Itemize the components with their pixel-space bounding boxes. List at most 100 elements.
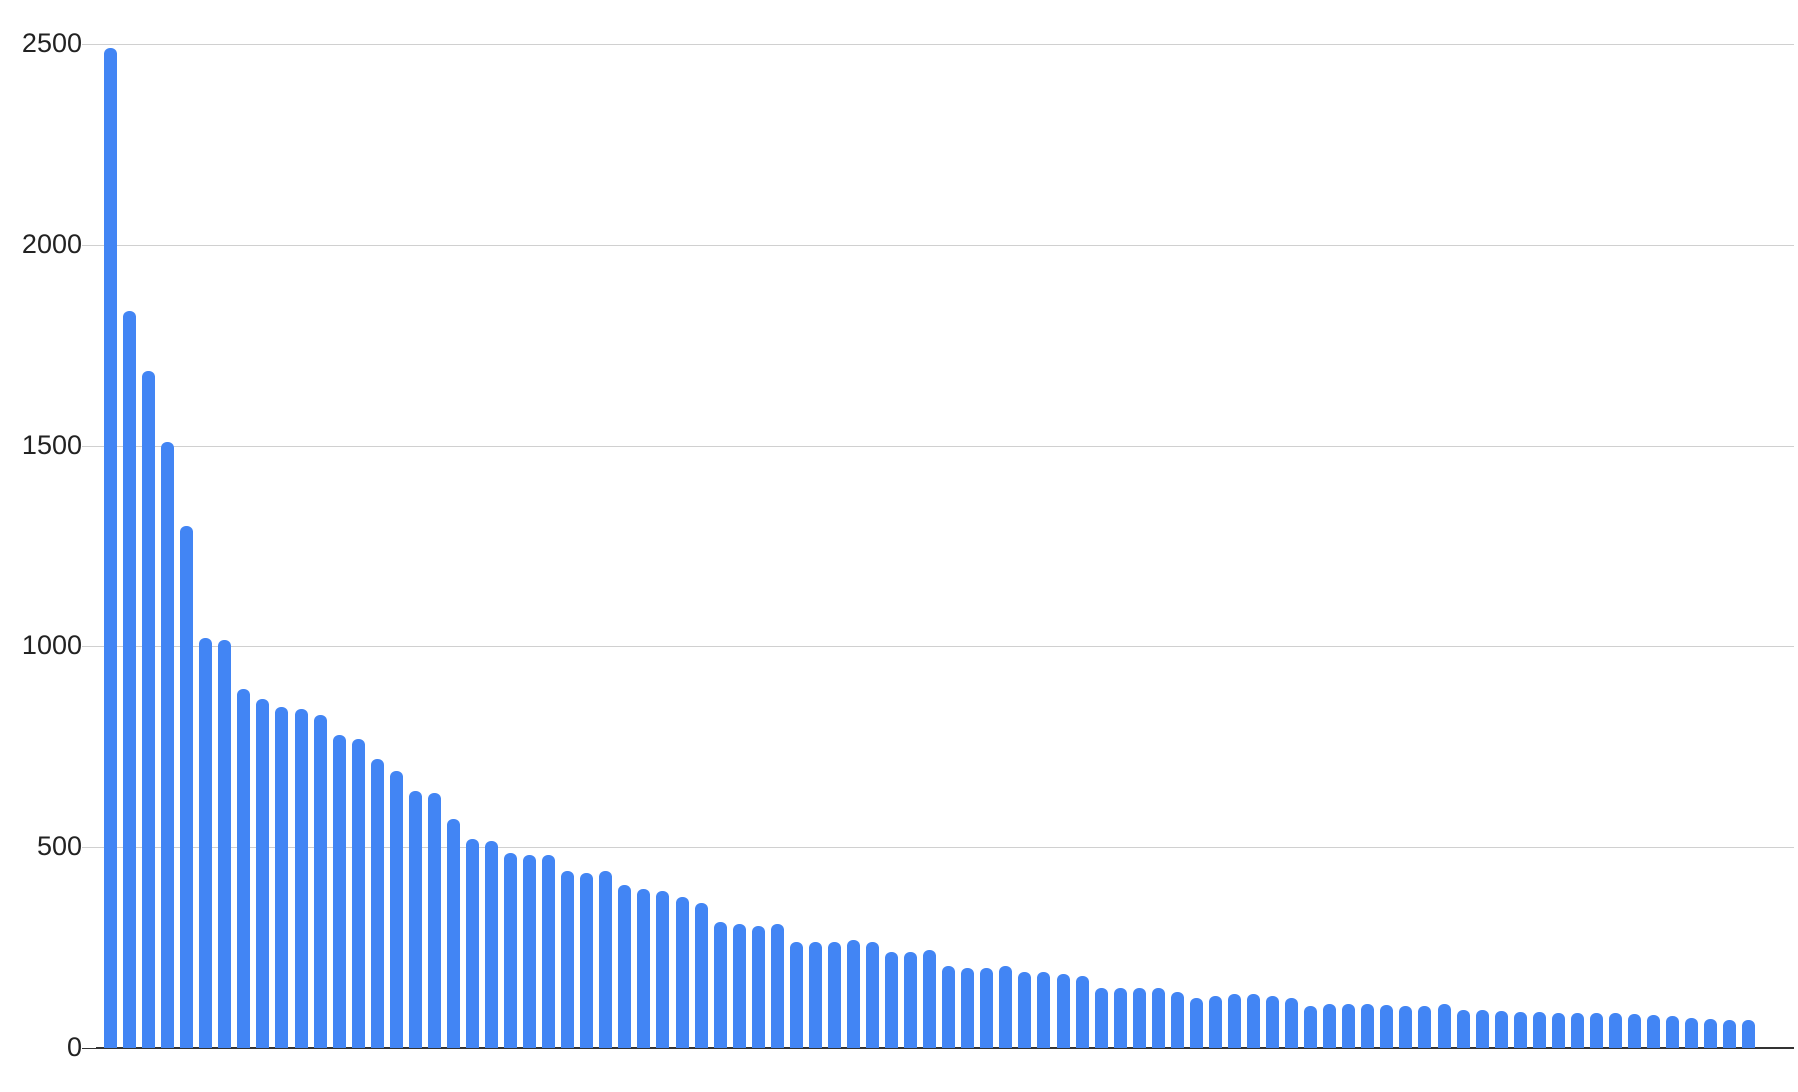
bar[interactable] bbox=[1189, 997, 1203, 1048]
bar[interactable] bbox=[1685, 1017, 1699, 1048]
bar[interactable] bbox=[656, 891, 670, 1048]
bar[interactable] bbox=[675, 897, 689, 1048]
bar[interactable] bbox=[294, 708, 308, 1048]
bar[interactable] bbox=[904, 951, 918, 1048]
bar[interactable] bbox=[370, 758, 384, 1048]
bar[interactable] bbox=[980, 967, 994, 1048]
bar[interactable] bbox=[1666, 1015, 1680, 1048]
bar[interactable] bbox=[504, 853, 518, 1048]
bar[interactable] bbox=[1056, 973, 1070, 1048]
bar[interactable] bbox=[1266, 995, 1280, 1048]
bar[interactable] bbox=[694, 903, 708, 1048]
gridline bbox=[96, 44, 1794, 45]
bar[interactable] bbox=[1418, 1005, 1432, 1048]
bar[interactable] bbox=[256, 698, 270, 1048]
bar[interactable] bbox=[1037, 971, 1051, 1048]
bar[interactable] bbox=[885, 951, 899, 1048]
bar[interactable] bbox=[1647, 1015, 1661, 1048]
bar[interactable] bbox=[999, 965, 1013, 1048]
bar[interactable] bbox=[1532, 1011, 1546, 1048]
bar[interactable] bbox=[1094, 987, 1108, 1048]
bar[interactable] bbox=[446, 819, 460, 1048]
bar[interactable] bbox=[1075, 975, 1089, 1048]
bar[interactable] bbox=[1170, 991, 1184, 1048]
bar[interactable] bbox=[866, 941, 879, 1048]
bar[interactable] bbox=[923, 949, 937, 1048]
bar[interactable] bbox=[523, 855, 537, 1048]
bar[interactable] bbox=[732, 923, 746, 1048]
bar[interactable] bbox=[199, 638, 213, 1048]
bar[interactable] bbox=[389, 770, 403, 1048]
bar[interactable] bbox=[1342, 1003, 1356, 1048]
bar[interactable] bbox=[1704, 1019, 1718, 1048]
bar[interactable] bbox=[580, 873, 594, 1048]
bar[interactable] bbox=[599, 871, 613, 1048]
bar[interactable] bbox=[1608, 1013, 1622, 1048]
bar[interactable] bbox=[142, 371, 156, 1048]
bar[interactable] bbox=[123, 311, 137, 1048]
bar[interactable] bbox=[618, 885, 632, 1048]
y-axis-tick bbox=[82, 44, 96, 45]
bar[interactable] bbox=[104, 48, 117, 1048]
bar-series bbox=[96, 0, 1794, 1048]
y-axis-tick bbox=[82, 445, 96, 447]
bar[interactable] bbox=[313, 714, 327, 1048]
bar[interactable] bbox=[427, 792, 441, 1048]
bar[interactable] bbox=[485, 841, 498, 1048]
bar[interactable] bbox=[1113, 987, 1127, 1048]
gridline bbox=[96, 646, 1794, 648]
bar[interactable] bbox=[1570, 1012, 1584, 1048]
bar[interactable] bbox=[1380, 1004, 1394, 1048]
bar[interactable] bbox=[1323, 1003, 1337, 1048]
bar[interactable] bbox=[846, 939, 860, 1048]
y-axis-tick bbox=[82, 847, 96, 849]
bar[interactable] bbox=[275, 706, 289, 1048]
bar[interactable] bbox=[408, 790, 422, 1048]
bar[interactable] bbox=[1227, 993, 1241, 1048]
bar[interactable] bbox=[161, 441, 175, 1048]
bar[interactable] bbox=[637, 889, 651, 1048]
bar[interactable] bbox=[1551, 1012, 1565, 1048]
bar[interactable] bbox=[218, 640, 232, 1048]
bar[interactable] bbox=[1208, 995, 1222, 1048]
bar[interactable] bbox=[180, 525, 194, 1048]
bar[interactable] bbox=[1018, 971, 1032, 1048]
bar[interactable] bbox=[561, 871, 575, 1048]
bar[interactable] bbox=[751, 925, 765, 1048]
bar[interactable] bbox=[237, 688, 251, 1048]
bar[interactable] bbox=[1247, 993, 1260, 1048]
bar[interactable] bbox=[1742, 1019, 1756, 1048]
bar[interactable] bbox=[1628, 1014, 1641, 1048]
y-axis-tick-label: 1000 bbox=[21, 630, 82, 661]
bar[interactable] bbox=[1132, 987, 1146, 1048]
bar[interactable] bbox=[713, 921, 727, 1048]
bar[interactable] bbox=[770, 923, 784, 1048]
gridline bbox=[96, 847, 1794, 849]
y-axis-tick bbox=[82, 646, 96, 648]
y-axis-tick bbox=[82, 244, 96, 246]
bar[interactable] bbox=[808, 941, 822, 1048]
y-axis-tick-label: 2000 bbox=[21, 228, 82, 259]
bar[interactable] bbox=[942, 965, 956, 1048]
bar[interactable] bbox=[1437, 1003, 1451, 1048]
bar[interactable] bbox=[789, 941, 803, 1048]
bar[interactable] bbox=[1399, 1005, 1413, 1048]
bar[interactable] bbox=[332, 734, 346, 1048]
bar[interactable] bbox=[1475, 1009, 1489, 1048]
y-axis-tick-label: 500 bbox=[36, 831, 82, 862]
bar[interactable] bbox=[961, 967, 975, 1048]
bar[interactable] bbox=[1456, 1009, 1470, 1048]
bar[interactable] bbox=[1361, 1003, 1375, 1048]
bar[interactable] bbox=[1304, 1005, 1318, 1048]
bar[interactable] bbox=[1513, 1011, 1527, 1048]
bar[interactable] bbox=[465, 839, 479, 1048]
bar[interactable] bbox=[1285, 997, 1299, 1048]
bar[interactable] bbox=[351, 738, 365, 1048]
bar[interactable] bbox=[1494, 1011, 1508, 1048]
bar[interactable] bbox=[542, 855, 556, 1048]
bar[interactable] bbox=[1723, 1019, 1737, 1048]
bar[interactable] bbox=[827, 941, 841, 1048]
bar[interactable] bbox=[1589, 1012, 1603, 1048]
bar[interactable] bbox=[1151, 987, 1165, 1048]
